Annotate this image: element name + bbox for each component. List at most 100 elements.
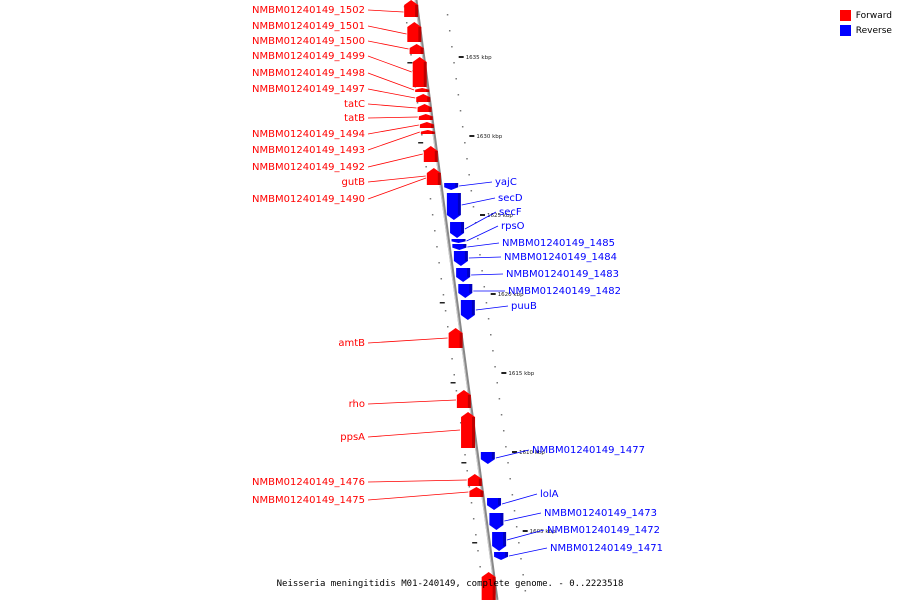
- gene-labels: NMBM01240149_1502 NMBM01240149_1501 NMBM01…: [252, 5, 663, 557]
- gene-label: NMBM01240149_1490: [252, 194, 365, 205]
- scale-tick-label: 1630 kbp: [476, 134, 502, 140]
- legend: Forward Reverse: [839, 8, 892, 38]
- gene-label: NMBM01240149_1471: [550, 543, 663, 554]
- forward-gene-feature-partial: [481, 572, 496, 600]
- scale-dot: [509, 478, 511, 480]
- scale-dot: [421, 134, 423, 136]
- gene-leader-line: [367, 399, 457, 405]
- gene-leader-line: [367, 131, 420, 151]
- reverse-gene-feature: [492, 532, 507, 551]
- genome-caption: Neisseria meningitidis M01-240149, compl…: [276, 579, 624, 589]
- reverse-gene-feature: [453, 251, 468, 266]
- gene-label: NMBM01240149_1484: [504, 252, 617, 263]
- scale-dot: [479, 566, 481, 568]
- scale-dash: [407, 62, 413, 64]
- scale-dot: [511, 494, 514, 496]
- forward-gene-feature: [417, 104, 432, 112]
- gene-leader-line: [367, 153, 423, 168]
- scale-dot: [472, 206, 475, 208]
- gene-leader-line: [367, 479, 467, 483]
- gene-leader-line: [367, 103, 417, 109]
- forward-gene-feature: [423, 146, 438, 162]
- scale-tick-label: 1625 kbp: [487, 213, 513, 219]
- scale-tick: [501, 372, 507, 374]
- gene-leader-line: [475, 305, 509, 311]
- scale-dot: [466, 470, 468, 472]
- forward-gene-feature: [416, 94, 431, 102]
- scale-dot: [502, 430, 505, 432]
- scale-dot: [455, 78, 457, 80]
- reverse-gene-feature: [444, 183, 459, 190]
- scale-dot: [440, 278, 443, 280]
- scale-dot: [410, 54, 412, 56]
- scale-dash: [472, 542, 478, 544]
- gene-label: secD: [498, 193, 523, 204]
- gene-label: secF: [499, 207, 522, 218]
- scale-dot: [518, 542, 520, 544]
- scale-dots: [403, 6, 527, 600]
- forward-gene-feature: [426, 168, 441, 185]
- gene-label: rho: [349, 399, 365, 410]
- reverse-gene-feature: [480, 452, 495, 464]
- forward-gene-feature: [407, 22, 422, 42]
- gene-label: amtB: [338, 338, 365, 349]
- gene-label: NMBM01240149_1501: [252, 21, 365, 32]
- scale-dot: [468, 486, 471, 488]
- reverse-label: Reverse: [855, 25, 892, 36]
- scale-dot: [513, 510, 516, 512]
- scale-dot: [429, 198, 432, 200]
- scale-dot: [485, 302, 488, 304]
- gene-label: NMBM01240149_1497: [252, 84, 365, 95]
- scale-tick: [458, 56, 464, 58]
- reverse-gene-feature: [489, 513, 504, 530]
- scale-dot: [494, 366, 496, 368]
- gene-leader-line: [461, 197, 496, 206]
- scale-tick-label: 1635 kbp: [466, 55, 492, 61]
- forward-gene-feature: [420, 130, 435, 134]
- gene-leader-line: [501, 493, 538, 505]
- gene-leader-line: [367, 88, 416, 99]
- scale-dot: [468, 174, 470, 176]
- scale-dot: [423, 150, 425, 152]
- reverse-gene-feature: [450, 222, 465, 238]
- scale-dot: [520, 558, 522, 560]
- scale-dot: [505, 446, 507, 448]
- scale-dash: [418, 142, 424, 144]
- reverse-gene-feature: [452, 244, 467, 250]
- gene-label: NMBM01240149_1472: [547, 525, 660, 536]
- scale-dot: [453, 374, 455, 376]
- scale-dot: [490, 334, 492, 336]
- reverse-gene-feature: [494, 552, 509, 560]
- scale-dot: [515, 526, 518, 528]
- scale-dot: [459, 422, 462, 424]
- scale-dot: [447, 326, 449, 328]
- gene-label: NMBM01240149_1494: [252, 129, 365, 140]
- gene-label: NMBM01240149_1499: [252, 51, 365, 62]
- forward-swatch: [839, 10, 851, 21]
- forward-gene-feature: [412, 57, 427, 87]
- reverse-swatch: [839, 25, 851, 36]
- forward-gene-feature: [467, 474, 482, 486]
- scale-tick: [490, 293, 496, 295]
- scale-dot: [405, 22, 408, 24]
- gene-leader-line: [367, 177, 427, 200]
- scale-dot: [453, 62, 455, 64]
- gene-label: NMBM01240149_1492: [252, 162, 365, 173]
- gene-label: NMBM01240149_1476: [252, 477, 365, 488]
- scale-ticks: 1635 kbp 1630 kbp 1625 kbp 1620 kbp 1615 kbp…: [458, 55, 556, 535]
- gene-label: yajC: [495, 177, 517, 188]
- scale-dot: [470, 190, 473, 192]
- gene-label: NMBM01240149_1500: [252, 36, 365, 47]
- scale-dot: [487, 318, 490, 320]
- gene-features: [404, 0, 509, 600]
- gene-label: ppsA: [340, 432, 365, 443]
- gene-label: NMBM01240149_1502: [252, 5, 365, 16]
- scale-tick: [480, 214, 486, 216]
- gene-label: NMBM01240149_1493: [252, 145, 365, 156]
- gene-label: NMBM01240149_1498: [252, 68, 365, 79]
- scale-dot: [524, 590, 527, 592]
- forward-gene-feature: [456, 390, 471, 408]
- scale-dot: [442, 294, 445, 296]
- gene-label: NMBM01240149_1477: [532, 445, 645, 456]
- scale-dot: [464, 454, 466, 456]
